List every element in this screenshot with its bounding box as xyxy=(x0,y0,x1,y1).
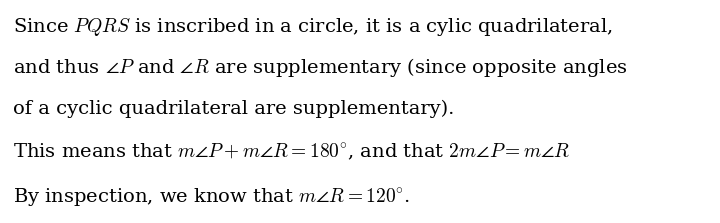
Text: By inspection, we know that $m\angle R = 120^{\circ}$.: By inspection, we know that $m\angle R =… xyxy=(13,187,410,209)
Text: Since $PQRS$ is inscribed in a circle, it is a cylic quadrilateral,: Since $PQRS$ is inscribed in a circle, i… xyxy=(13,16,613,38)
Text: and thus $\angle P$ and $\angle R$ are supplementary (since opposite angles: and thus $\angle P$ and $\angle R$ are s… xyxy=(13,56,628,79)
Text: of a cyclic quadrilateral are supplementary).: of a cyclic quadrilateral are supplement… xyxy=(13,99,454,118)
Text: This means that $m\angle P + m\angle R = 180^{\circ}$, and that $2m\angle P = m\: This means that $m\angle P + m\angle R =… xyxy=(13,141,570,162)
